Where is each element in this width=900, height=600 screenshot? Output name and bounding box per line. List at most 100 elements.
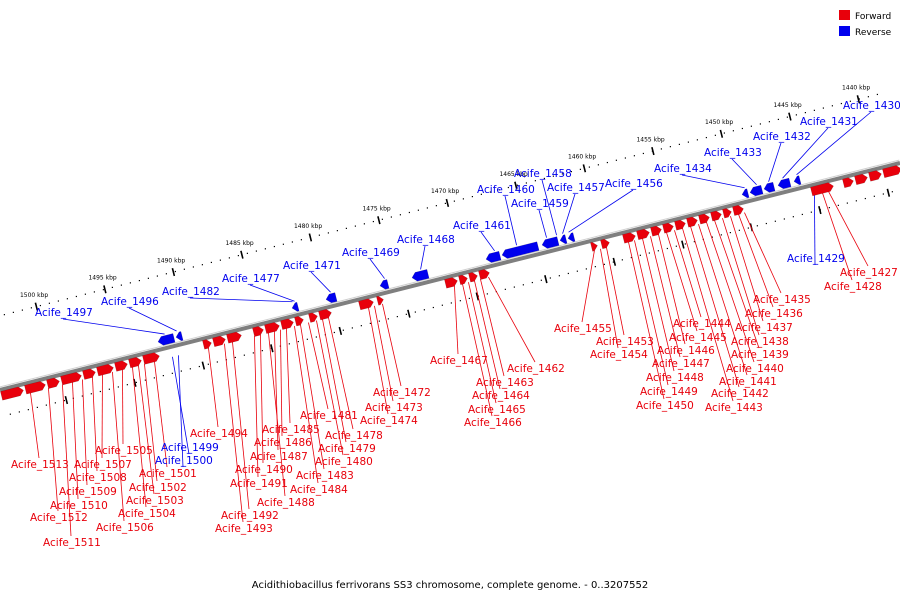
leader-line	[480, 231, 495, 252]
scale-dot	[153, 377, 155, 379]
scale-dot	[444, 202, 446, 205]
gene-label: Acife_1462	[507, 363, 565, 375]
scale-dot	[273, 245, 275, 248]
scale-dot	[135, 381, 137, 384]
gene-label: Acife_1509	[59, 486, 117, 498]
scale-dot	[426, 207, 428, 209]
scale-dot	[315, 336, 317, 338]
leader-line	[468, 282, 497, 404]
scale-dot	[291, 241, 293, 243]
scale-dot	[648, 252, 650, 254]
leader-line	[738, 213, 774, 308]
gene-label: Acife_1435	[753, 294, 811, 306]
reverse-gene-arrow	[411, 269, 430, 282]
gene-label: Acife_1439	[731, 349, 789, 361]
forward-gene-arrow	[674, 219, 686, 231]
scale-dot	[561, 173, 563, 175]
reverse-gene-arrow	[157, 333, 176, 346]
leader-line	[328, 317, 354, 430]
forward-gene-arrow	[46, 377, 60, 389]
leader-line	[666, 232, 698, 332]
scale-dot	[432, 306, 434, 309]
gene-label: Acife_1432	[753, 131, 811, 143]
scale-dot	[567, 272, 569, 275]
scale-dot	[354, 225, 356, 227]
tick-label: 1475 kbp	[362, 205, 390, 212]
leader-line	[144, 363, 158, 482]
scale-dot	[531, 281, 533, 284]
leader-line	[504, 195, 517, 246]
scale-dot	[84, 293, 86, 295]
leader-line	[260, 334, 264, 464]
label-leader-lines	[30, 111, 872, 537]
leader-line	[541, 179, 557, 236]
scale-dot	[81, 395, 83, 397]
gene-label: Acife_1510	[50, 500, 108, 512]
leader-line	[768, 142, 782, 182]
forward-gene-arrow	[622, 232, 636, 244]
scale-dot	[756, 225, 758, 227]
forward-gene-arrow	[478, 269, 490, 280]
scale-dot	[282, 243, 284, 245]
scale-dot	[192, 266, 194, 268]
scale-dot	[351, 327, 353, 329]
forward-gene-arrow	[636, 228, 650, 241]
scale-dot	[120, 284, 122, 286]
tick-mark-lower	[818, 205, 822, 215]
tick-label: 1455 kbp	[636, 136, 664, 143]
gene-label: Acife_1493	[215, 523, 273, 535]
tick-mark	[103, 285, 107, 294]
gene-label: Acife_1484	[290, 484, 348, 496]
leader-line	[674, 230, 702, 318]
scale-dot	[801, 213, 803, 216]
scale-dot	[441, 304, 443, 306]
tick-label: 1445 kbp	[773, 102, 801, 109]
tick-label: 1460 kbp	[568, 154, 596, 161]
reverse-gene-arrow	[559, 234, 568, 245]
scale-dot	[552, 175, 554, 177]
scale-dot	[693, 241, 695, 243]
tick-mark	[788, 112, 792, 121]
scale-dot	[732, 130, 734, 132]
gene-label: Acife_1499	[161, 442, 219, 454]
gene-labels: Acife_1430 Acife_1431 Acife_1432 Acife_1433…	[11, 100, 900, 549]
scale-dot	[684, 243, 686, 245]
reverse-gene-arrow	[541, 236, 560, 249]
gene-label: Acife_1458	[514, 168, 572, 180]
leader-line	[48, 388, 59, 512]
leader-line	[634, 240, 669, 386]
leader-line	[322, 318, 347, 443]
backbone-line	[0, 161, 900, 392]
reverse-gene-arrow	[175, 331, 184, 341]
scale-dot	[678, 143, 680, 145]
scale-dot	[162, 375, 164, 377]
gene-label: Acife_1492	[221, 510, 279, 522]
leader-line	[722, 217, 760, 336]
gene-label: Acife_1441	[719, 376, 777, 388]
scale-dot	[612, 261, 614, 263]
scale-dot	[738, 229, 740, 231]
forward-gene-arrow	[226, 331, 242, 344]
scale-dot	[261, 350, 263, 352]
tick-mark	[308, 233, 313, 242]
forward-gene-arrow	[82, 368, 96, 380]
gene-label: Acife_1467	[430, 355, 488, 367]
forward-gene-arrow	[318, 309, 332, 321]
gene-label: Acife_1496	[101, 296, 159, 308]
scale-dot	[345, 227, 347, 229]
gene-label: Acife_1433	[704, 147, 762, 159]
scale-dot	[189, 368, 191, 370]
gene-label: Acife_1466	[464, 417, 522, 429]
scale-dot	[729, 232, 731, 234]
leader-line	[681, 174, 745, 189]
scale-dot	[849, 100, 851, 102]
forward-gene-arrow	[202, 339, 212, 350]
scale-dot	[48, 302, 50, 304]
scale-dot	[165, 273, 167, 275]
scale-dot	[198, 365, 200, 368]
gene-label: Acife_1434	[654, 163, 712, 175]
tick-label: 1450 kbp	[705, 119, 733, 126]
gene-label: Acife_1448	[646, 372, 704, 384]
gene-label: Acife_1474	[360, 415, 418, 427]
